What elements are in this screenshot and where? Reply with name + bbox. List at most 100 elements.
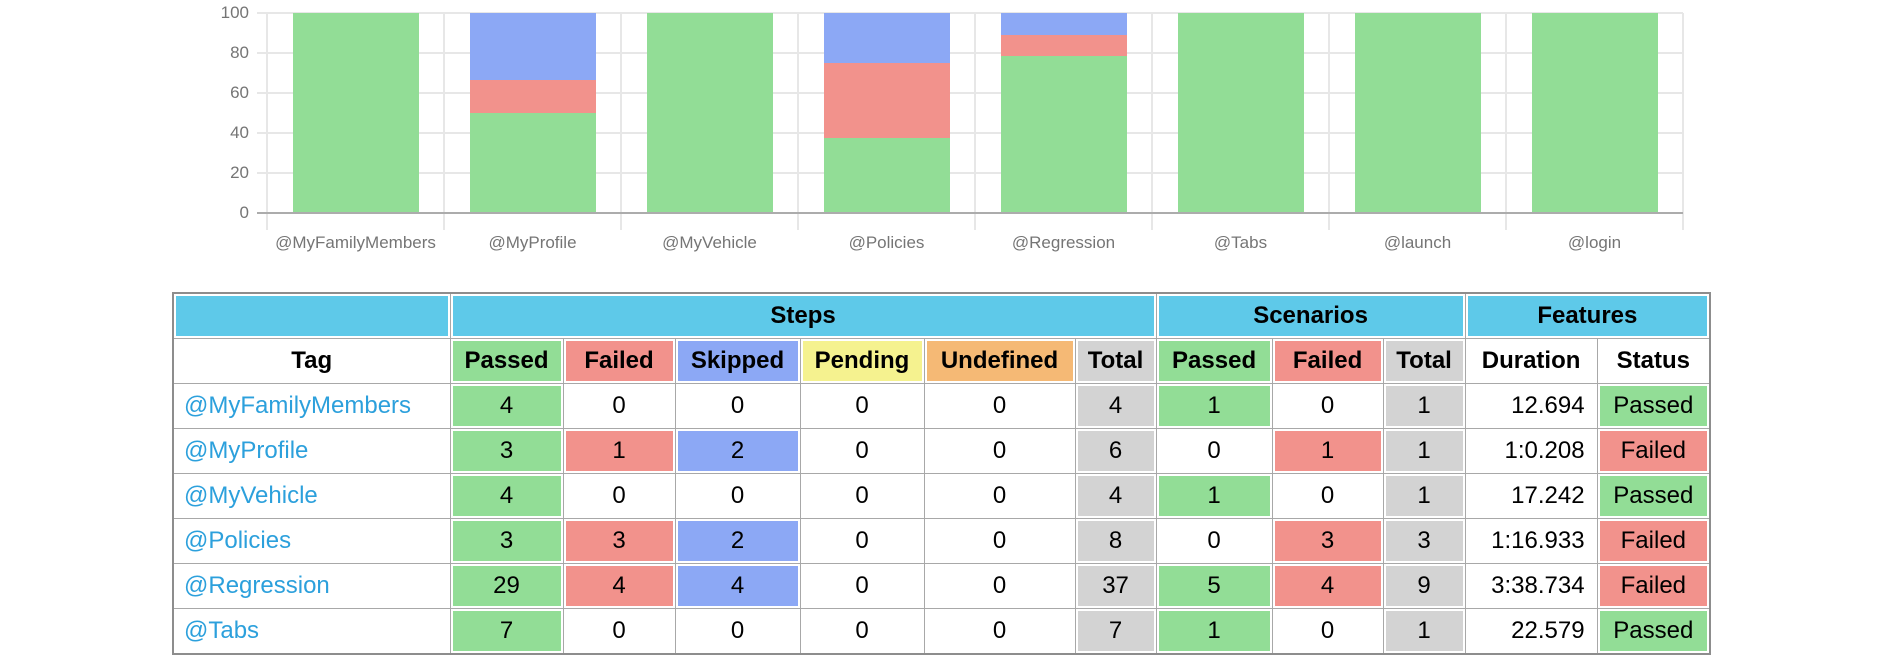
table-row: @Regression 29 4 4 0 0 37 5 4 9 3:38.734 Failed [172,563,1711,609]
duration-cell: 1:16.933 [1464,518,1598,564]
bar-passed-MyProfile[interactable] [469,113,596,213]
steps-failed-cell: 0 [562,608,676,655]
gridline-x [797,13,799,230]
bar-passed-Regression[interactable] [1000,56,1127,213]
tag-cell: @MyVehicle [172,473,451,519]
steps-failed-cell: 0 [562,473,676,519]
column-header-steps-failed: Failed [562,338,676,384]
x-category-label: @Policies [848,233,925,252]
scenarios-passed-cell: 1 [1155,473,1273,519]
steps-passed-cell: 4 [449,473,564,519]
bar-skipped-MyProfile[interactable] [469,13,596,80]
gridline-y-40 [257,132,1683,134]
duration-cell: 1:0.208 [1464,428,1598,474]
steps-passed-cell: 7 [449,608,564,655]
bar-failed-Policies[interactable] [823,63,950,138]
bar-skipped-Policies[interactable] [823,13,950,63]
x-category-label: @Regression [1011,233,1116,252]
steps-failed-cell: 0 [562,383,676,429]
steps-skipped-cell: 0 [674,473,801,519]
y-tick-label: 40 [230,123,249,142]
bar-passed-Policies[interactable] [823,138,950,213]
y-tick-label: 100 [220,3,249,22]
column-header-scenarios-failed: Failed [1271,338,1384,384]
steps-pending-cell: 0 [799,473,925,519]
tag-link[interactable]: @Regression [184,572,330,599]
bar-passed-MyVehicle[interactable] [646,13,773,213]
tag-link[interactable]: @MyFamilyMembers [184,392,412,419]
x-category-label: @MyVehicle [662,233,757,252]
steps-total-cell: 4 [1074,473,1157,519]
y-tick-label: 20 [230,163,249,182]
steps-undefined-cell: 0 [923,518,1076,564]
column-header-duration: Duration [1464,338,1598,384]
scenarios-passed-cell: 1 [1155,383,1273,429]
tag-link[interactable]: @Tabs [184,617,260,644]
scenarios-passed-cell: 5 [1155,563,1273,609]
bar-passed-login[interactable] [1531,13,1658,213]
bar-passed-launch[interactable] [1354,13,1481,213]
tag-cell: @Policies [172,518,451,564]
status-cell: Passed [1596,473,1711,519]
steps-pending-cell: 0 [799,428,925,474]
duration-cell: 22.579 [1464,608,1598,655]
scenarios-total-cell: 3 [1382,518,1466,564]
steps-skipped-cell: 0 [674,608,801,655]
steps-failed-cell: 1 [562,428,676,474]
status-cell: Failed [1596,518,1711,564]
gridline-x [974,13,976,230]
column-header-steps-pending: Pending [799,338,925,384]
bar-skipped-Regression[interactable] [1000,13,1127,35]
scenarios-failed-cell: 3 [1271,518,1384,564]
x-category-label: @MyProfile [488,233,577,252]
x-category-label: @login [1567,233,1622,252]
gridline-x [443,13,445,230]
tag-link[interactable]: @Policies [184,527,292,554]
steps-total-cell: 7 [1074,608,1157,655]
x-category-label: @launch [1383,233,1452,252]
tag-cell: @Regression [172,563,451,609]
steps-total-cell: 4 [1074,383,1157,429]
table-row: @Tabs 7 0 0 0 0 7 1 0 1 22.579 Passed [172,608,1711,655]
y-tick-label: 0 [239,203,249,222]
scenarios-total-cell: 1 [1382,473,1466,519]
scenarios-failed-cell: 0 [1271,383,1384,429]
gridline-x [1682,13,1684,230]
table-row: @Policies 3 3 2 0 0 8 0 3 3 1:16.933 Failed [172,518,1711,564]
column-header-status: Status [1596,338,1711,384]
steps-failed-cell: 4 [562,563,676,609]
scenarios-failed-cell: 4 [1271,563,1384,609]
steps-total-cell: 6 [1074,428,1157,474]
x-axis-line [257,212,1683,214]
steps-undefined-cell: 0 [923,473,1076,519]
group-header-features: Features [1464,292,1711,339]
status-cell: Failed [1596,563,1711,609]
steps-total-cell: 8 [1074,518,1157,564]
steps-undefined-cell: 0 [923,383,1076,429]
gridline-y-100 [257,12,1683,14]
steps-passed-cell: 29 [449,563,564,609]
duration-cell: 3:38.734 [1464,563,1598,609]
scenarios-passed-cell: 0 [1155,428,1273,474]
tag-link[interactable]: @MyProfile [184,437,309,464]
scenarios-total-cell: 1 [1382,608,1466,655]
bar-failed-MyProfile[interactable] [469,79,596,113]
bar-passed-Tabs[interactable] [1177,13,1304,213]
steps-pending-cell: 0 [799,563,925,609]
tag-cell: @MyFamilyMembers [172,383,451,429]
steps-passed-cell: 4 [449,383,564,429]
gridline-y-20 [257,172,1683,174]
tag-link[interactable]: @MyVehicle [184,482,318,509]
column-header-scenarios-total: Total [1382,338,1466,384]
table-row: @MyVehicle 4 0 0 0 0 4 1 0 1 17.242 Passed [172,473,1711,519]
scenarios-total-cell: 1 [1382,428,1466,474]
bar-failed-Regression[interactable] [1000,34,1127,57]
group-header-row: Steps Scenarios Features [172,292,1711,339]
scenarios-total-cell: 9 [1382,563,1466,609]
steps-skipped-cell: 4 [674,563,801,609]
bar-passed-MyFamilyMembers[interactable] [292,13,419,213]
column-header-tag: Tag [172,338,451,384]
gridline-y-60 [257,92,1683,94]
column-header-scenarios-passed: Passed [1155,338,1273,384]
column-header-steps-undefined: Undefined [923,338,1076,384]
